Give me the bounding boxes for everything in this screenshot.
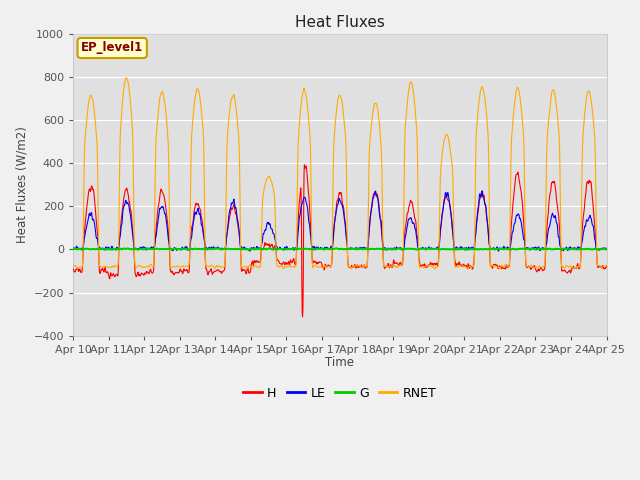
LE — [188, 233, 196, 239]
Title: Heat Fluxes: Heat Fluxes — [295, 15, 385, 30]
H — [188, 224, 196, 230]
G — [493, 246, 500, 252]
RNET — [188, 126, 196, 132]
LE — [495, 248, 502, 254]
LE — [603, 247, 611, 252]
RNET — [123, 75, 131, 81]
RNET — [69, 263, 77, 269]
RNET — [431, 266, 439, 272]
H — [540, 267, 548, 273]
Y-axis label: Heat Fluxes (W/m2): Heat Fluxes (W/m2) — [15, 126, 28, 243]
RNET — [493, 264, 500, 269]
LE — [248, 245, 255, 251]
G — [185, 247, 193, 252]
LE — [493, 245, 500, 251]
LE — [423, 246, 431, 252]
H — [299, 314, 307, 320]
G — [540, 246, 548, 252]
RNET — [423, 263, 431, 269]
LE — [540, 245, 548, 251]
LE — [175, 246, 182, 252]
RNET — [540, 263, 548, 269]
Text: EP_level1: EP_level1 — [81, 41, 143, 55]
LE — [69, 246, 77, 252]
RNET — [175, 264, 183, 270]
H — [248, 261, 255, 267]
Line: RNET: RNET — [73, 78, 607, 269]
G — [423, 246, 431, 252]
RNET — [603, 263, 611, 268]
H — [603, 264, 611, 270]
H — [69, 266, 77, 272]
G — [175, 246, 182, 252]
H — [423, 264, 431, 270]
G — [188, 246, 196, 252]
X-axis label: Time: Time — [325, 356, 355, 369]
Legend: H, LE, G, RNET: H, LE, G, RNET — [239, 382, 441, 405]
H — [301, 162, 308, 168]
RNET — [248, 265, 255, 271]
H — [493, 262, 500, 268]
H — [175, 270, 182, 276]
Line: G: G — [73, 248, 607, 250]
G — [332, 245, 340, 251]
LE — [371, 188, 379, 194]
G — [69, 246, 77, 252]
G — [603, 246, 611, 252]
Line: H: H — [73, 165, 607, 317]
G — [248, 246, 255, 252]
Line: LE: LE — [73, 191, 607, 251]
